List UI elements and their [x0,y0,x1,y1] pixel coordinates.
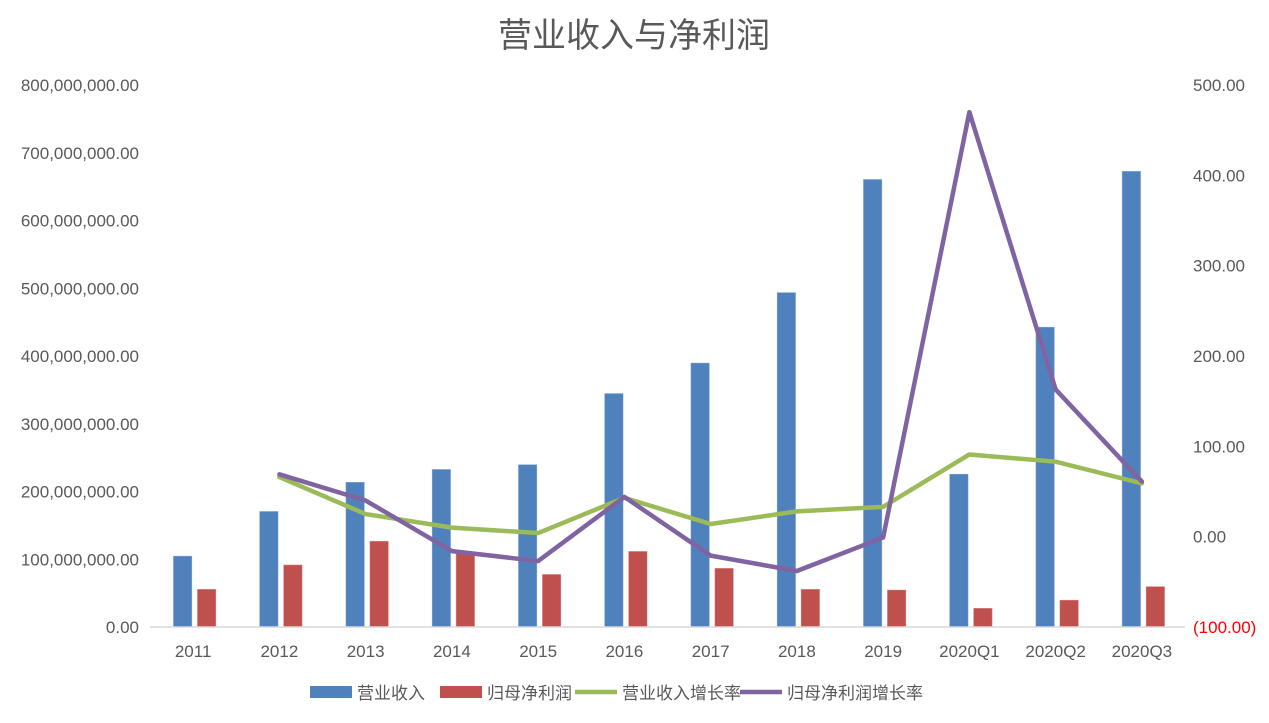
right-axis-tick-label: 300.00 [1193,257,1245,276]
bar-revenue [517,463,538,628]
right-axis-tick-label: 100.00 [1193,437,1245,456]
left-axis-tick-label: 500,000,000.00 [21,279,139,298]
legend-swatch [440,686,482,698]
x-axis-tick-label: 2020Q2 [1025,642,1086,661]
bar-net-profit [282,564,303,628]
right-axis-tick-label: 500.00 [1193,76,1245,95]
bar-net-profit [369,540,390,628]
left-axis-tick-label: 100,000,000.00 [21,550,139,569]
bar-revenue [690,362,711,628]
x-axis-tick-label: 2011 [175,642,212,661]
x-axis-tick-label: 2016 [605,642,643,661]
bar-revenue [776,291,797,628]
x-axis-tick-label: 2013 [347,642,385,661]
legend-label: 营业收入增长率 [622,684,741,703]
legend-item: 营业收入 [310,684,425,703]
bar-net-profit [541,573,562,628]
x-axis-tick-label: 2014 [433,642,471,661]
bar-net-profit [972,607,993,628]
legend-label: 归母净利润 [487,684,572,703]
chart-title: 营业收入与净利润 [498,17,770,55]
bar-net-profit [455,552,476,628]
x-axis-tick-label: 2012 [260,642,298,661]
left-axis-tick-label: 600,000,000.00 [21,212,139,231]
legend-item: 营业收入增长率 [575,684,741,703]
bar-net-profit [714,567,735,628]
bar-net-profit [886,589,907,628]
right-axis-tick-label: (100.00) [1193,618,1256,637]
bar-net-profit [1145,585,1166,628]
bar-net-profit [800,588,821,628]
left-axis-tick-label: 300,000,000.00 [21,415,139,434]
x-axis-tick-label: 2020Q3 [1112,642,1173,661]
bar-revenue [1121,170,1142,628]
line-revenue-growth [277,452,1145,536]
bar-net-profit [1059,599,1080,628]
x-axis-tick-label: 2020Q1 [939,642,1000,661]
line-net-profit-growth [277,109,1145,574]
bar-revenue [948,473,969,628]
left-axis-tick-label: 200,000,000.00 [21,483,139,502]
bar-revenue [862,178,883,628]
x-axis-tick-label: 2018 [778,642,816,661]
left-axis-tick-label: 700,000,000.00 [21,144,139,163]
legend-label: 营业收入 [357,684,425,703]
left-axis-tick-label: 0.00 [106,618,139,637]
x-axis-tick-label: 2015 [519,642,557,661]
x-axis-tick-label: 2019 [864,642,902,661]
legend-item: 归母净利润增长率 [740,684,923,703]
right-axis-tick-label: 200.00 [1193,347,1245,366]
x-axis-tick-label: 2017 [692,642,730,661]
bar-revenue [258,510,279,628]
bar-revenue [172,555,193,628]
legend-swatch [310,686,352,698]
right-axis-tick-label: 0.00 [1193,528,1226,547]
left-axis-tick-label: 400,000,000.00 [21,347,139,366]
bar-net-profit [627,550,648,628]
left-axis-tick-label: 800,000,000.00 [21,76,139,95]
bar-revenue [345,481,366,628]
legend-item: 归母净利润 [440,684,572,703]
legend-label: 归母净利润增长率 [787,684,923,703]
right-axis-tick-label: 400.00 [1193,166,1245,185]
bar-net-profit [196,588,217,628]
